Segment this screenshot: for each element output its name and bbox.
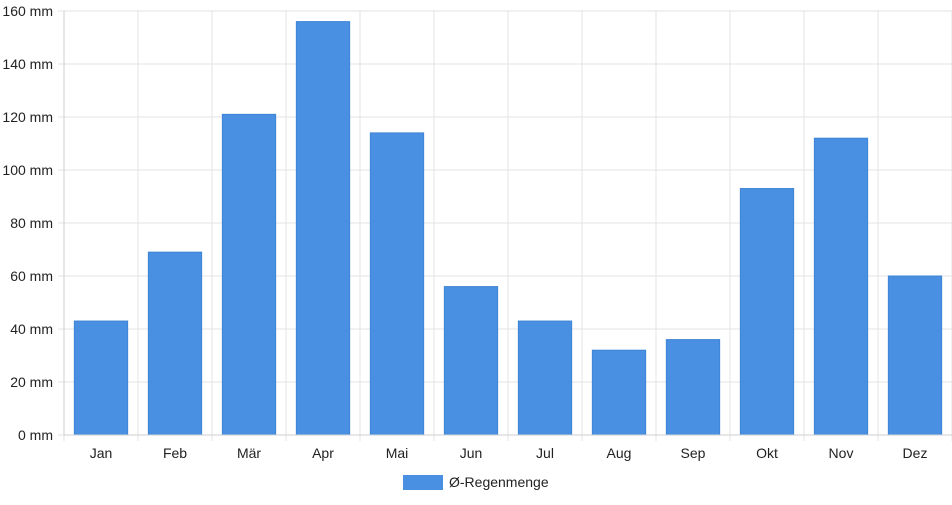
bar-apr[interactable] <box>295 21 351 436</box>
grid-layer <box>58 10 952 441</box>
bar-jul[interactable] <box>517 320 573 436</box>
legend-swatch <box>403 475 443 490</box>
x-tick-label: Okt <box>756 445 778 461</box>
bars-layer <box>73 21 943 436</box>
x-tick-label: Sep <box>681 445 706 461</box>
y-tick-label: 80 mm <box>10 215 53 231</box>
y-tick-label: 120 mm <box>2 109 53 125</box>
x-tick-label: Jul <box>536 445 554 461</box>
bar-aug[interactable] <box>591 349 647 436</box>
y-tick-label: 20 mm <box>10 374 53 390</box>
x-tick-label: Mär <box>237 445 261 461</box>
bar-feb[interactable] <box>147 251 203 436</box>
y-tick-label: 40 mm <box>10 321 53 337</box>
x-tick-label: Dez <box>903 445 928 461</box>
bar-okt[interactable] <box>739 188 795 436</box>
axis-layer: 0 mm 20 mm 40 mm 60 mm 80 mm 100 mm 120 mm 140 … <box>2 3 952 461</box>
bar-mär[interactable] <box>221 113 277 436</box>
x-tick-label: Mai <box>386 445 409 461</box>
bar-jan[interactable] <box>73 320 129 436</box>
y-tick-label: 140 mm <box>2 56 53 72</box>
x-tick-label: Nov <box>829 445 854 461</box>
x-tick-label: Feb <box>163 445 187 461</box>
x-tick-label: Jun <box>460 445 483 461</box>
bar-jun[interactable] <box>443 286 499 436</box>
x-tick-label: Aug <box>607 445 632 461</box>
y-tick-label: 100 mm <box>2 162 53 178</box>
y-tick-label: 60 mm <box>10 268 53 284</box>
legend-label: Ø-Regenmenge <box>449 474 549 490</box>
x-tick-label: Jan <box>90 445 113 461</box>
y-tick-label: 160 mm <box>2 3 53 19</box>
legend[interactable]: Ø-Regenmenge <box>403 474 549 490</box>
bar-sep[interactable] <box>665 339 721 436</box>
bar-mai[interactable] <box>369 132 425 436</box>
x-tick-label: Apr <box>312 445 334 461</box>
bar-dez[interactable] <box>887 275 943 436</box>
bar-nov[interactable] <box>813 137 869 436</box>
y-tick-label: 0 mm <box>18 427 53 443</box>
